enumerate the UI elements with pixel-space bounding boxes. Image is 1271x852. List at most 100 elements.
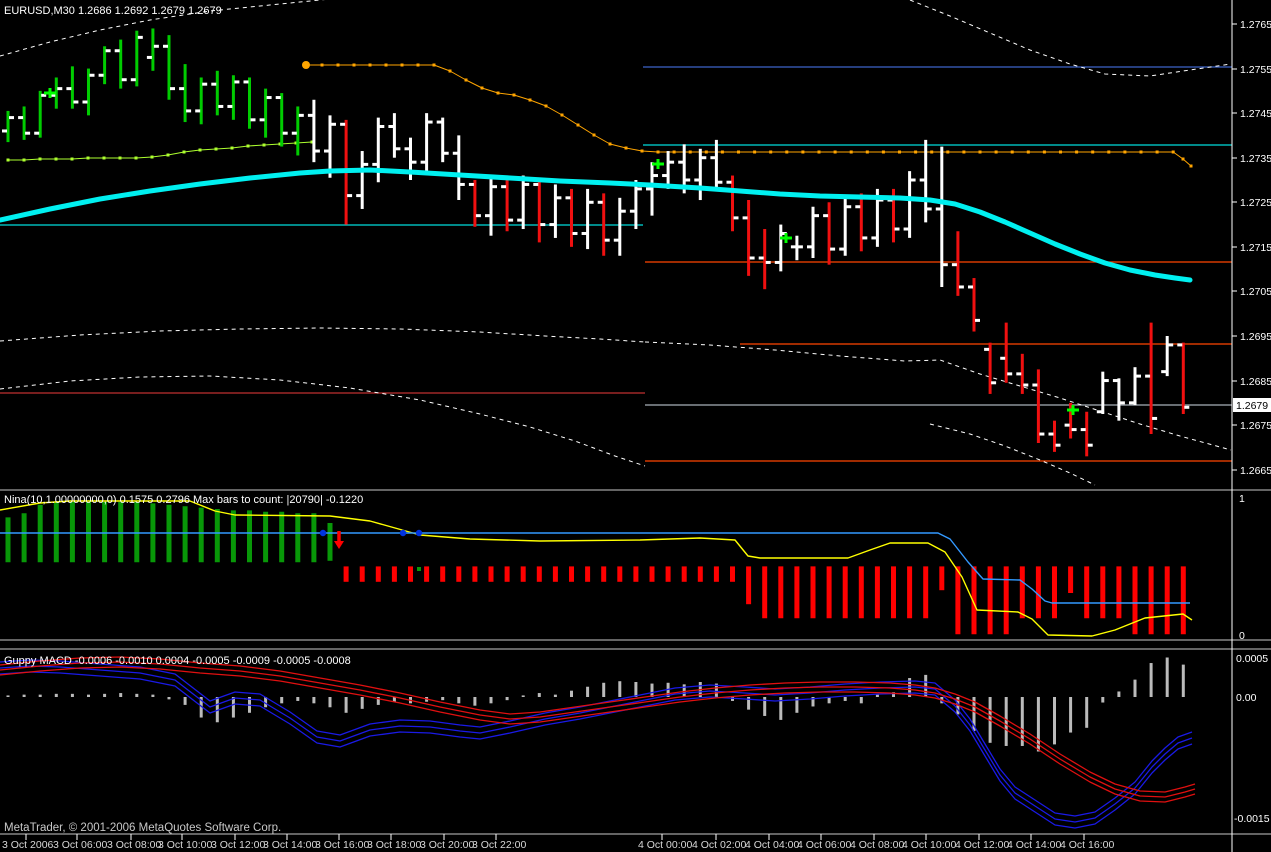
price-bar bbox=[501, 179, 514, 232]
time-axis-label: 3 Oct 22:00 bbox=[472, 839, 526, 851]
nina-scale-bottom-label: 0 bbox=[1239, 630, 1245, 642]
price-bar bbox=[66, 66, 79, 109]
price-bar bbox=[533, 179, 546, 243]
price-bar bbox=[935, 146, 948, 287]
time-axis[interactable]: 3 Oct 2006 3 Oct 06:00 3 Oct 08:003 Oct 10… bbox=[2, 834, 1114, 851]
macd-scale-bottom-label: -0.0015 bbox=[1234, 813, 1270, 825]
current-price-value: 1.2679 bbox=[1236, 400, 1268, 412]
main-chart-panel[interactable] bbox=[0, 0, 1232, 486]
price-bar bbox=[356, 151, 369, 209]
sar-start-dot bbox=[302, 61, 310, 69]
guppy-red-line bbox=[0, 661, 1196, 798]
price-bar bbox=[968, 278, 980, 332]
chart-title: EURUSD,M30 1.2686 1.2692 1.2679 1.2679 bbox=[4, 5, 222, 17]
price-axis-label: 1.2665 bbox=[1240, 465, 1271, 477]
time-axis-label: 3 Oct 16:00 bbox=[315, 839, 369, 851]
price-bar bbox=[163, 35, 175, 100]
price-bar bbox=[485, 177, 497, 236]
price-axis[interactable]: 1.2765 1.2755 1.2745 1.2735 1.2725 1.2715 1.27… bbox=[1232, 19, 1271, 477]
price-bar bbox=[307, 99, 320, 163]
price-bar bbox=[839, 197, 852, 256]
price-bar bbox=[324, 115, 336, 178]
price-bar bbox=[452, 135, 465, 201]
price-bar bbox=[984, 342, 997, 394]
bollinger-band-upper-left bbox=[0, 0, 326, 57]
price-bar bbox=[388, 113, 401, 158]
price-bar bbox=[179, 64, 192, 123]
price-bar bbox=[613, 197, 626, 256]
bollinger-band-upper-right bbox=[909, 0, 1232, 77]
guppy-blue-line bbox=[0, 665, 1193, 823]
time-axis-label: 4 Oct 00:00 bbox=[638, 839, 692, 851]
price-bar bbox=[1016, 353, 1029, 394]
guppy-blue-line bbox=[0, 659, 1193, 817]
price-bar bbox=[581, 188, 594, 250]
time-axis-label: 4 Oct 12:00 bbox=[955, 839, 1009, 851]
price-bar bbox=[34, 90, 47, 138]
price-bar bbox=[597, 193, 610, 256]
macd-indicator-panel[interactable] bbox=[0, 656, 1196, 829]
price-bar bbox=[146, 28, 159, 71]
time-axis-label: 4 Oct 06:00 bbox=[797, 839, 851, 851]
price-bar bbox=[1000, 322, 1013, 383]
price-bar bbox=[774, 224, 787, 272]
price-bar bbox=[1032, 369, 1045, 443]
nina-blue-dot bbox=[415, 529, 423, 537]
cyan-moving-average bbox=[0, 167, 1193, 283]
price-bar bbox=[243, 77, 256, 129]
price-bar bbox=[291, 106, 304, 156]
nina-indicator-label: Nina(10,1.00000000,0) 0.1575 0.2796 Max … bbox=[4, 494, 363, 506]
price-bar bbox=[195, 77, 208, 125]
guppy-blue-line bbox=[0, 671, 1193, 829]
price-bar bbox=[742, 200, 755, 276]
guppy-red-line bbox=[0, 656, 1196, 793]
time-axis-label: 4 Oct 16:00 bbox=[1060, 839, 1114, 851]
price-bar bbox=[710, 139, 723, 192]
price-bar bbox=[662, 151, 675, 189]
price-bar bbox=[694, 148, 707, 201]
price-axis-label: 1.2765 bbox=[1240, 19, 1271, 31]
bollinger-band-mid-right bbox=[644, 341, 1232, 451]
bollinger-band-mid-left bbox=[0, 327, 646, 343]
price-bar bbox=[1177, 342, 1190, 414]
price-bar bbox=[468, 179, 481, 227]
price-bar bbox=[98, 46, 111, 85]
price-bar bbox=[549, 184, 562, 238]
price-axis-label: 1.2725 bbox=[1240, 197, 1271, 209]
price-bar bbox=[517, 175, 530, 230]
nina-blue-dot bbox=[399, 529, 407, 537]
green-plus-marker bbox=[652, 159, 664, 169]
time-axis-label: 3 Oct 06:00 bbox=[53, 839, 107, 851]
price-bar bbox=[114, 39, 127, 89]
price-axis-label: 1.2715 bbox=[1240, 242, 1271, 254]
price-bar bbox=[227, 75, 240, 120]
nina-green-dot bbox=[417, 567, 421, 571]
price-bar bbox=[823, 202, 836, 265]
price-bar bbox=[275, 93, 288, 147]
current-price-tag: 1.2679 bbox=[1233, 398, 1271, 412]
time-axis-label: 4 Oct 14:00 bbox=[1007, 839, 1061, 851]
price-bar bbox=[807, 206, 819, 258]
time-axis-label: 3 Oct 14:00 bbox=[263, 839, 317, 851]
nina-blue-dot bbox=[319, 529, 327, 537]
price-bar bbox=[629, 179, 642, 230]
price-bar bbox=[1080, 411, 1093, 457]
macd-scale-top-label: 0.0005 bbox=[1236, 653, 1268, 665]
price-bar bbox=[436, 117, 449, 163]
time-axis-label: 3 Oct 10:00 bbox=[158, 839, 212, 851]
guppy-red-line bbox=[0, 666, 1196, 803]
price-axis-label: 1.2675 bbox=[1240, 420, 1271, 432]
price-bar bbox=[919, 139, 932, 223]
time-axis-label: 3 Oct 18:00 bbox=[367, 839, 421, 851]
nina-indicator-panel[interactable] bbox=[0, 500, 1193, 637]
price-bar bbox=[211, 70, 224, 116]
nina-scale-top-label: 1 bbox=[1239, 493, 1245, 505]
price-bar bbox=[1096, 371, 1109, 414]
price-bar bbox=[18, 106, 31, 140]
guppy-macd-indicator-label: Guppy MACD -0.0006 -0.0010 0.0004 -0.000… bbox=[4, 655, 351, 667]
green-plus-marker bbox=[1067, 405, 1079, 415]
price-bar bbox=[1112, 378, 1125, 421]
